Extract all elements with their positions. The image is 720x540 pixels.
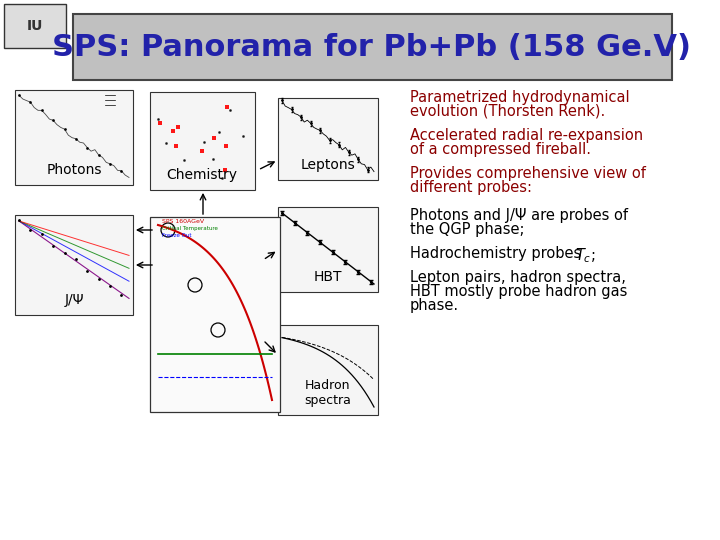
- Text: HBT mostly probe hadron gas: HBT mostly probe hadron gas: [410, 284, 627, 299]
- Text: SPS: Panorama for Pb+Pb (158 Ge.V): SPS: Panorama for Pb+Pb (158 Ge.V): [53, 32, 691, 62]
- Text: Provides comprehensive view of: Provides comprehensive view of: [410, 166, 646, 181]
- Bar: [278, 98, 378, 180]
- Text: Accelerated radial re-expansion: Accelerated radial re-expansion: [410, 128, 643, 143]
- Text: Leptons: Leptons: [301, 158, 356, 172]
- Text: phase.: phase.: [410, 298, 459, 313]
- Bar: [278, 325, 378, 415]
- Text: different probes:: different probes:: [410, 180, 532, 195]
- Text: Critical Temperature: Critical Temperature: [162, 226, 218, 231]
- Text: Photons and J/Ψ are probes of: Photons and J/Ψ are probes of: [410, 208, 628, 223]
- Text: SPS 160AGeV: SPS 160AGeV: [162, 219, 204, 224]
- Text: Chemistry: Chemistry: [166, 168, 238, 182]
- Text: $\mathit{T}_c$;: $\mathit{T}_c$;: [575, 246, 595, 265]
- Bar: [15, 90, 133, 185]
- Bar: [15, 215, 133, 315]
- Text: evolution (Thorsten Renk).: evolution (Thorsten Renk).: [410, 104, 606, 119]
- Text: Photons: Photons: [46, 163, 102, 177]
- Text: J/Ψ: J/Ψ: [64, 293, 84, 307]
- Bar: [150, 92, 255, 190]
- Text: Hadrochemistry probes: Hadrochemistry probes: [410, 246, 586, 261]
- Bar: [150, 217, 280, 412]
- Text: IU: IU: [27, 19, 43, 33]
- FancyBboxPatch shape: [4, 4, 66, 48]
- FancyBboxPatch shape: [73, 14, 672, 80]
- Bar: [278, 207, 378, 292]
- Text: HBT: HBT: [314, 270, 342, 284]
- Text: Freeze Out: Freeze Out: [162, 233, 192, 238]
- Text: the QGP phase;: the QGP phase;: [410, 222, 524, 237]
- Text: Parametrized hydrodynamical: Parametrized hydrodynamical: [410, 90, 629, 105]
- Text: Lepton pairs, hadron spectra,: Lepton pairs, hadron spectra,: [410, 270, 626, 285]
- Text: of a compressed fireball.: of a compressed fireball.: [410, 142, 591, 157]
- Text: Hadron
spectra: Hadron spectra: [305, 379, 351, 407]
